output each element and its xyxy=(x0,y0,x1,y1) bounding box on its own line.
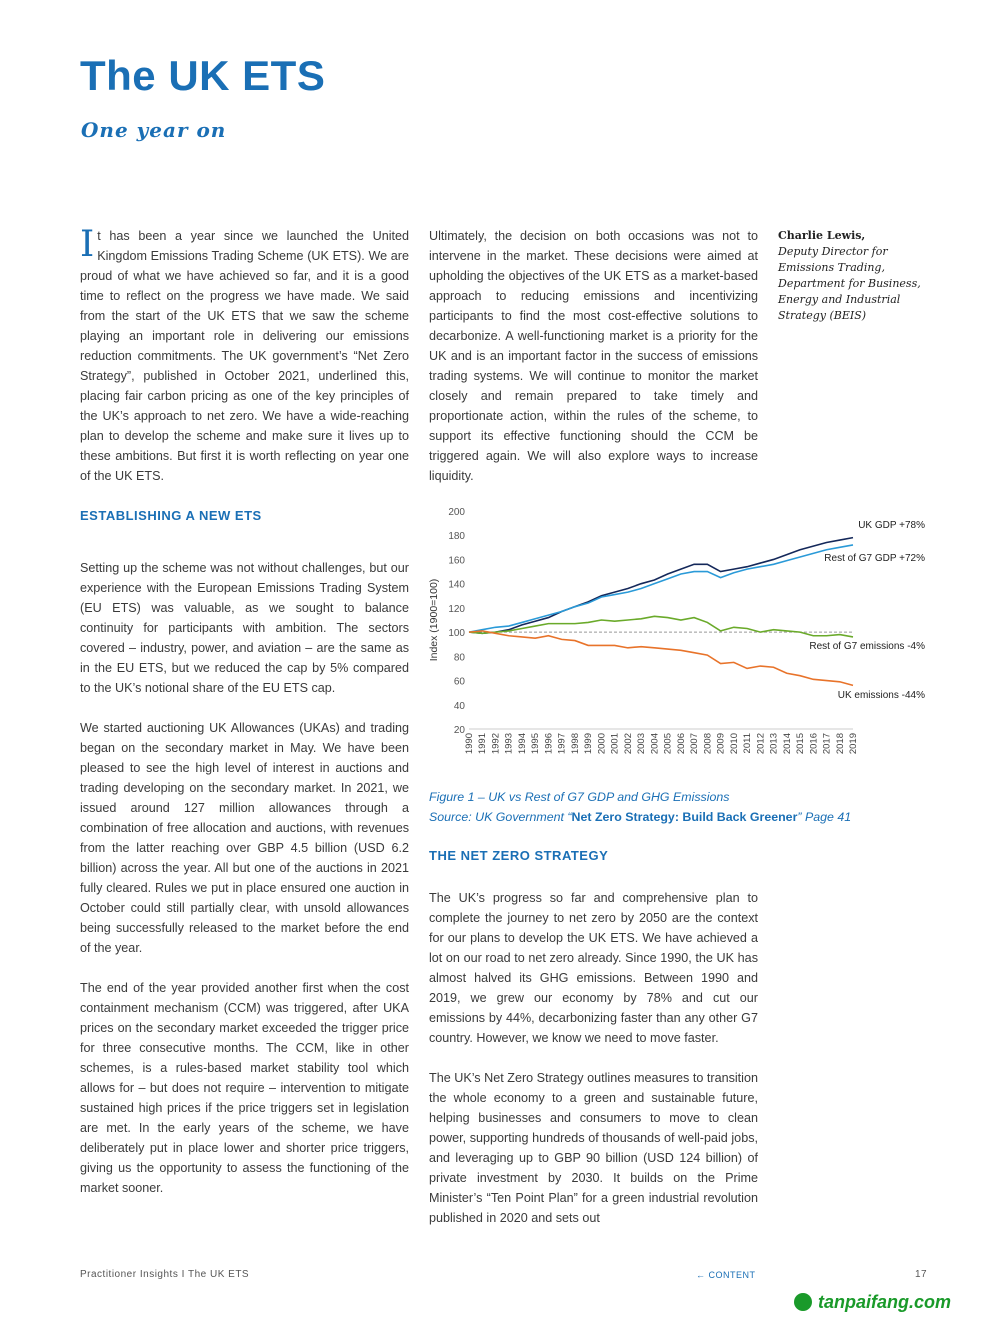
x-tick-label: 2007 xyxy=(689,733,700,754)
x-tick-label: 2013 xyxy=(769,733,780,754)
x-tick-label: 2008 xyxy=(702,733,713,754)
x-tick-label: 1992 xyxy=(490,733,501,754)
author-name: Charlie Lewis, xyxy=(778,229,866,242)
x-tick-label: 2017 xyxy=(822,733,833,754)
x-tick-label: 2019 xyxy=(848,733,859,754)
series-line-1 xyxy=(468,544,854,633)
series-line-2 xyxy=(468,615,854,638)
x-tick-label: 1998 xyxy=(570,733,581,754)
author-sidebar: Charlie Lewis, Deputy Director for Emiss… xyxy=(778,228,938,324)
x-tick-label: 2004 xyxy=(649,733,660,754)
middle-column-bottom: THE NET ZERO STRATEGY The UK’s progress … xyxy=(429,846,758,1248)
leaf-logo-icon xyxy=(794,1293,812,1311)
watermark-text: tanpaifang.com xyxy=(818,1292,952,1312)
x-tick-label: 1990 xyxy=(464,733,475,754)
series-label: UK emissions -44% xyxy=(838,690,925,701)
paragraph: Setting up the scheme was not without ch… xyxy=(80,561,409,695)
y-tick-label: 200 xyxy=(448,507,465,518)
source-prefix: Source: UK Government “ xyxy=(429,810,572,824)
y-tick-label: 120 xyxy=(448,604,465,615)
x-tick-label: 2000 xyxy=(596,733,607,754)
caption-source: Source: UK Government “Net Zero Strategy… xyxy=(429,807,851,827)
paragraph: Ultimately, the decision on both occasio… xyxy=(429,229,758,483)
source-suffix: ” Page 41 xyxy=(797,810,852,824)
y-tick-label: 20 xyxy=(454,725,466,736)
x-tick-label: 2014 xyxy=(782,733,793,754)
paragraph: The end of the year provided another fir… xyxy=(80,981,409,1195)
series-label: UK GDP +78% xyxy=(858,520,925,531)
section-heading-establishing: ESTABLISHING A NEW ETS xyxy=(80,508,262,523)
x-tick-label: 1991 xyxy=(477,733,488,754)
section-heading-net-zero: THE NET ZERO STRATEGY xyxy=(429,848,609,863)
series-line-0 xyxy=(468,536,854,635)
y-tick-label: 140 xyxy=(448,580,465,591)
x-tick-label: 2009 xyxy=(716,733,727,754)
y-tick-label: 80 xyxy=(454,652,466,663)
x-tick-label: 2010 xyxy=(729,733,740,754)
series-label: Rest of G7 GDP +72% xyxy=(824,553,925,564)
y-tick-label: 180 xyxy=(448,531,465,542)
x-tick-label: 1996 xyxy=(543,733,554,754)
y-tick-label: 40 xyxy=(454,701,466,712)
series-line-3 xyxy=(468,630,854,687)
drop-cap: I xyxy=(80,224,95,265)
page-title: The UK ETS xyxy=(80,52,326,99)
x-tick-label: 2011 xyxy=(742,733,753,753)
series-label: Rest of G7 emissions -4% xyxy=(809,641,925,652)
intro-text: t has been a year since we launched the … xyxy=(80,229,409,483)
page-subtitle: One year on xyxy=(81,118,227,142)
x-tick-label: 1995 xyxy=(530,733,541,754)
page-number: 17 xyxy=(915,1269,928,1280)
x-tick-label: 2001 xyxy=(610,733,621,754)
x-tick-label: 1993 xyxy=(504,733,515,754)
x-tick-label: 2003 xyxy=(636,733,647,754)
x-tick-label: 2002 xyxy=(623,733,634,754)
y-axis-label: Index (1900=100) xyxy=(428,579,440,662)
watermark-logo: tanpaifang.com xyxy=(794,1292,951,1313)
x-tick-label: 1999 xyxy=(583,733,594,754)
footer-publication: Practitioner Insights I The UK ETS xyxy=(80,1269,250,1280)
paragraph: We started auctioning UK Allowances (UKA… xyxy=(80,721,409,955)
author-role: Deputy Director for Emissions Trading, D… xyxy=(778,245,921,322)
paragraph: The UK’s Net Zero Strategy outlines meas… xyxy=(429,1071,758,1225)
x-tick-label: 1994 xyxy=(517,733,528,754)
y-tick-label: 60 xyxy=(454,677,466,688)
x-tick-label: 2012 xyxy=(755,733,766,754)
content-link[interactable]: ← CONTENT xyxy=(696,1270,756,1280)
x-tick-label: 2005 xyxy=(663,733,674,754)
caption-title: Figure 1 – UK vs Rest of G7 GDP and GHG … xyxy=(429,790,730,804)
paragraph: The UK’s progress so far and comprehensi… xyxy=(429,891,758,1045)
x-tick-label: 2015 xyxy=(795,733,806,754)
source-link[interactable]: Net Zero Strategy: Build Back Greener xyxy=(571,810,798,824)
x-tick-label: 2006 xyxy=(676,733,687,754)
x-tick-label: 2018 xyxy=(835,733,846,754)
y-tick-label: 160 xyxy=(448,555,465,566)
x-tick-label: 1997 xyxy=(557,733,568,754)
y-tick-label: 100 xyxy=(448,628,465,639)
figure-caption: Figure 1 – UK vs Rest of G7 GDP and GHG … xyxy=(429,787,851,827)
middle-column-top: Ultimately, the decision on both occasio… xyxy=(429,226,758,506)
x-tick-label: 2016 xyxy=(808,733,819,754)
